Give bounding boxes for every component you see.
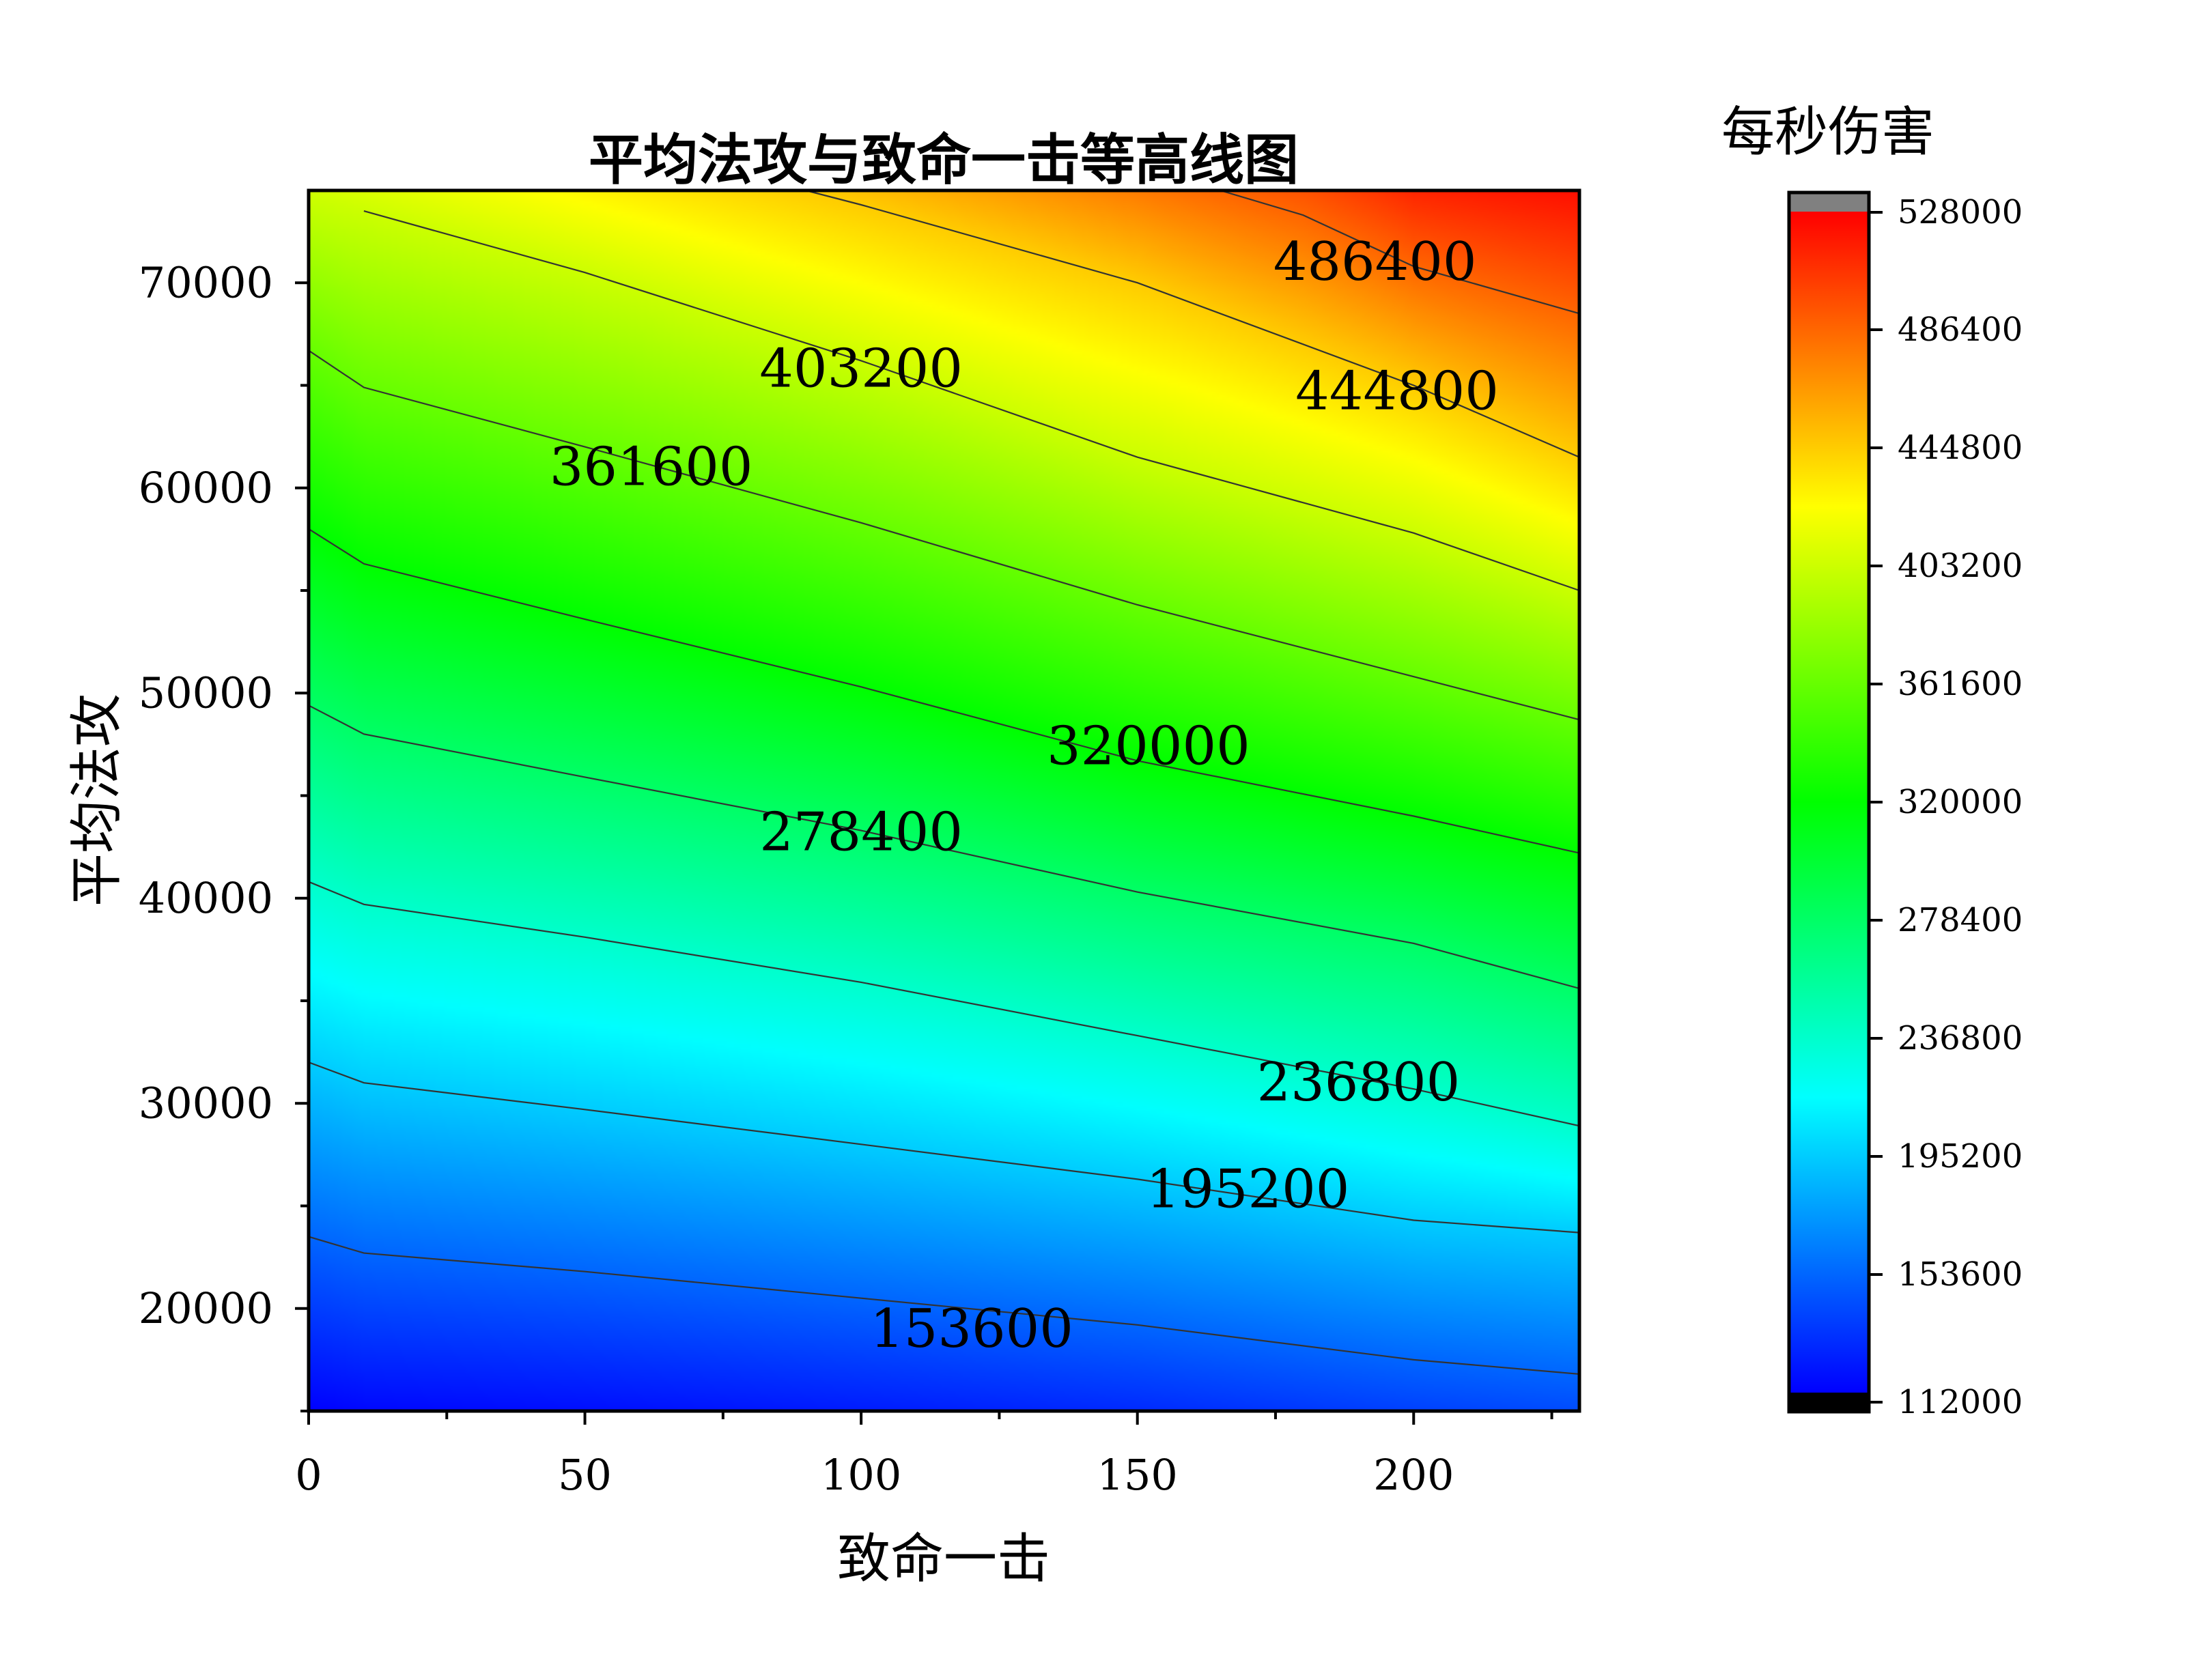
heatmap xyxy=(309,190,1579,1411)
colorbar-ticks: 112000 153600 195200 236800 278400 320000 3616… xyxy=(1869,193,2023,1421)
colorbar-tick-label: 112000 xyxy=(1898,1383,2023,1421)
colorbar-tick-label: 361600 xyxy=(1898,665,2023,703)
contour-line-278400 xyxy=(309,704,1579,990)
y-tick-label: 50000 xyxy=(139,668,273,718)
y-axis-title: 平均法攻 xyxy=(66,694,128,907)
contour-label-361600: 361600 xyxy=(550,437,753,498)
colorbar-under-swatch xyxy=(1789,1393,1869,1412)
colorbar-tick-label: 153600 xyxy=(1898,1255,2023,1294)
y-tick-label: 70000 xyxy=(139,258,273,308)
colorbar-tick-label: 195200 xyxy=(1898,1137,2023,1176)
y-tick-label: 60000 xyxy=(139,463,273,513)
contour-line-320000 xyxy=(309,528,1579,854)
contour-line-195200 xyxy=(309,1062,1579,1234)
plot-area: 153600 195200 236800 278400 320000 3616004032… xyxy=(307,188,1581,1413)
y-tick-label: 40000 xyxy=(139,873,273,923)
y-axis: 20000 30000 40000 50000 60000 70000 xyxy=(139,258,309,1412)
contour-label-320000: 320000 xyxy=(1047,715,1250,777)
x-tick-label: 50 xyxy=(558,1450,612,1500)
contour-line-486400 xyxy=(1220,190,1579,315)
colorbar-tick-label: 278400 xyxy=(1898,901,2023,939)
contour-label-195200: 195200 xyxy=(1146,1158,1350,1220)
contour-label-486400: 486400 xyxy=(1273,231,1477,293)
colorbar-tick-label: 444800 xyxy=(1898,429,2023,467)
colorbar-gradient xyxy=(1789,212,1869,1393)
plot-frame xyxy=(307,188,1581,1413)
colorbar-tick-label: 320000 xyxy=(1898,783,2023,821)
y-tick-label: 30000 xyxy=(139,1079,273,1128)
colorbar: 每秒伤害 112000 153600 195200 236800 278400 32000… xyxy=(1721,102,2023,1421)
contour-line-153600 xyxy=(309,1236,1579,1375)
x-tick-label: 200 xyxy=(1373,1450,1454,1500)
contour-line-236800 xyxy=(309,881,1579,1127)
contour-labels: 153600 195200 236800 278400 320000 3616004032… xyxy=(550,231,1499,1360)
x-tick-label: 100 xyxy=(821,1450,901,1500)
contour-label-444800: 444800 xyxy=(1295,360,1499,422)
contour-lines xyxy=(309,190,1579,1375)
contour-label-278400: 278400 xyxy=(759,802,963,864)
colorbar-tick-label: 236800 xyxy=(1898,1019,2023,1057)
contour-label-153600: 153600 xyxy=(870,1298,1073,1360)
colorbar-tick-label: 528000 xyxy=(1898,193,2023,231)
x-tick-label: 150 xyxy=(1097,1450,1178,1500)
contour-line-361600 xyxy=(309,350,1579,721)
contour-line-403200 xyxy=(363,210,1579,592)
contour-label-236800: 236800 xyxy=(1256,1052,1460,1113)
y-tick-label: 20000 xyxy=(139,1283,273,1333)
contour-line-444800 xyxy=(805,190,1579,458)
colorbar-tick-label: 403200 xyxy=(1898,547,2023,585)
x-tick-label: 0 xyxy=(295,1450,322,1500)
contour-label-403200: 403200 xyxy=(759,338,963,399)
x-axis-title: 致命一击 xyxy=(837,1528,1050,1590)
x-axis: 0 50 100 150 200 xyxy=(295,1411,1553,1500)
colorbar-over-swatch xyxy=(1789,193,1869,212)
colorbar-title: 每秒伤害 xyxy=(1721,102,1934,163)
colorbar-tick-label: 486400 xyxy=(1898,311,2023,349)
chart-title: 平均法攻与致命一击等高线图 xyxy=(589,128,1299,192)
